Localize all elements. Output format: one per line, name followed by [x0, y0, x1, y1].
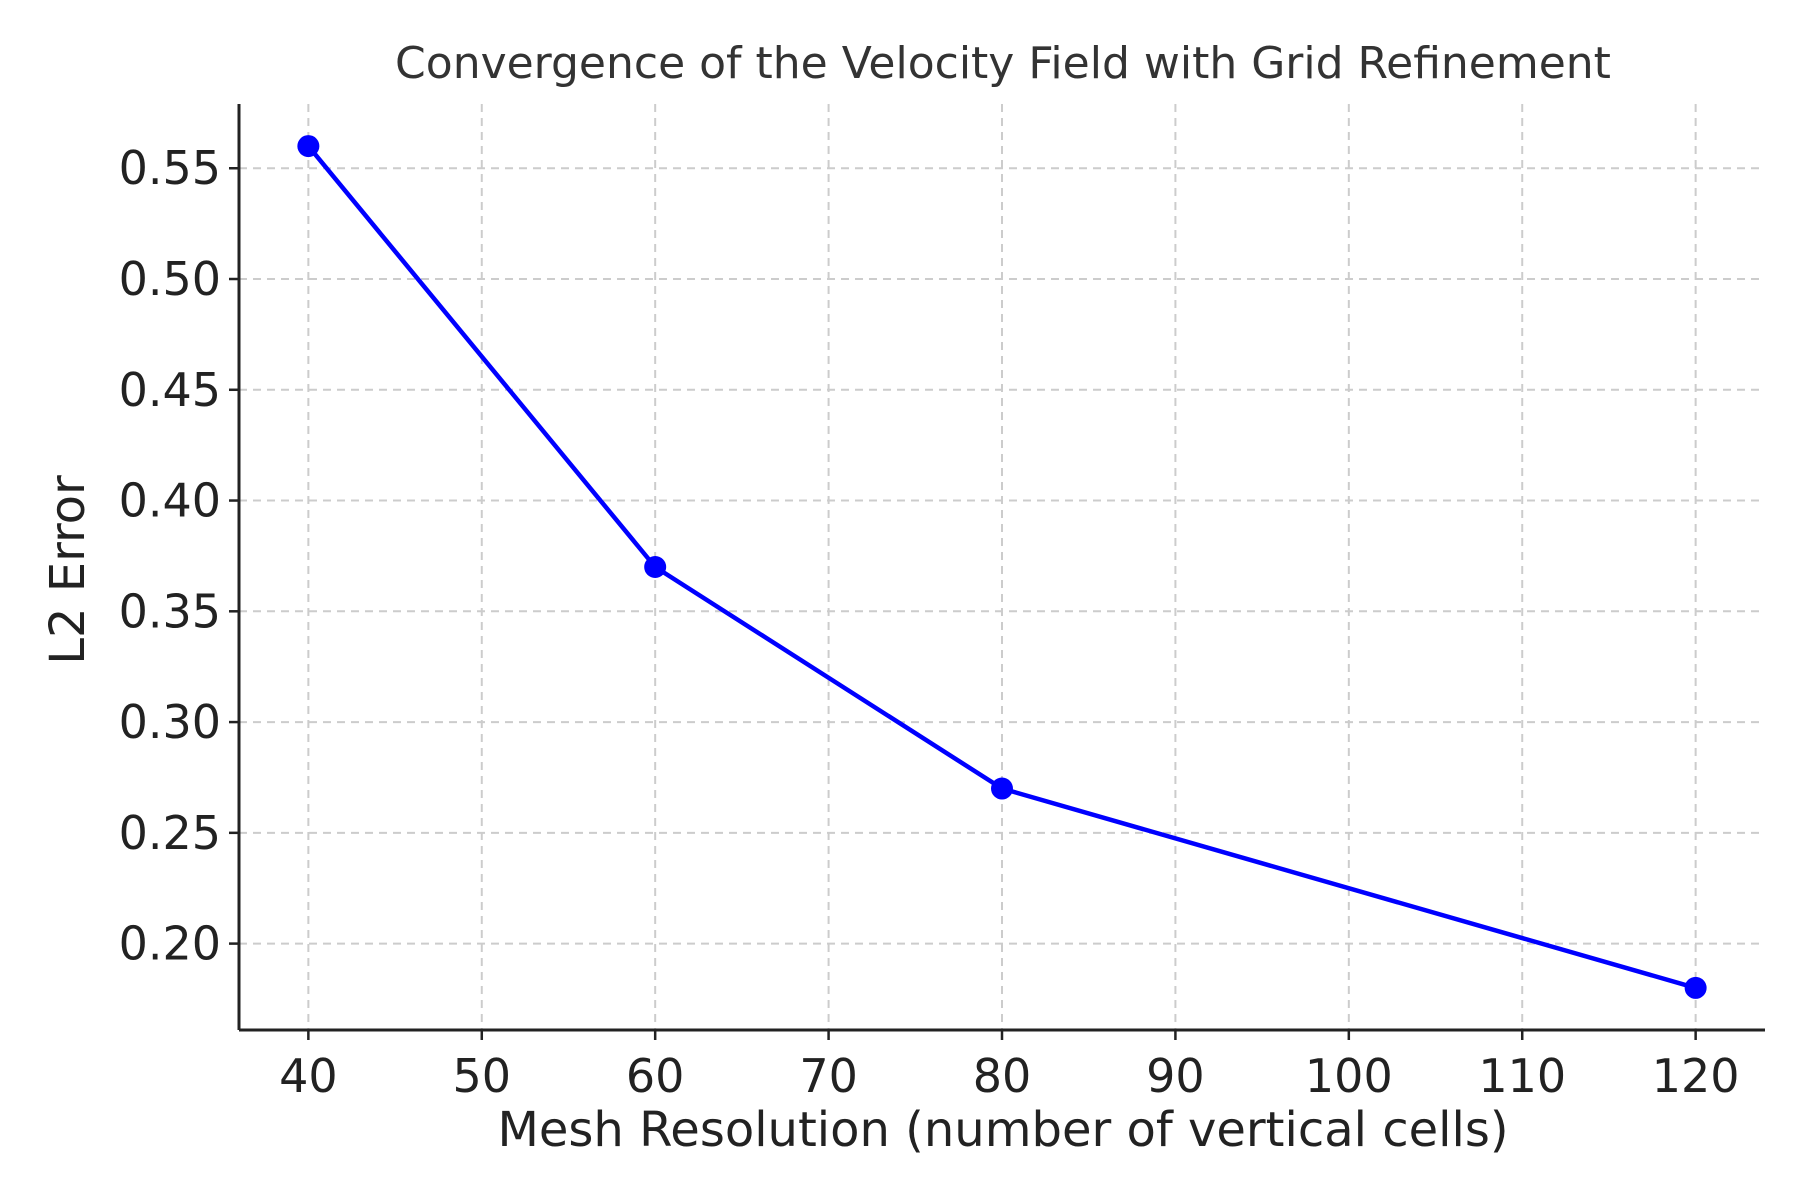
x-axis-label: Mesh Resolution (number of vertical cell…	[497, 1102, 1508, 1158]
x-tick-label: 50	[452, 1049, 511, 1103]
y-tick-label: 0.55	[119, 141, 221, 195]
data-point	[1684, 976, 1707, 999]
series	[297, 135, 1707, 999]
y-tick-label: 0.45	[119, 363, 221, 417]
y-tick-label: 0.40	[119, 474, 221, 528]
grid	[239, 104, 1765, 1030]
x-tick-label: 70	[799, 1049, 858, 1103]
x-tick-label: 60	[626, 1049, 685, 1103]
y-tick-label: 0.30	[119, 695, 221, 749]
x-tick-label: 80	[973, 1049, 1032, 1103]
x-tick-label: 120	[1652, 1049, 1740, 1103]
data-point	[644, 556, 667, 578]
chart-title: Convergence of the Velocity Field with G…	[395, 38, 1611, 89]
ticks: 40 50 60 70 80 90 100 110 120 0.20 0.25 0.30 0.35 0.4…	[119, 141, 1740, 1103]
data-point	[991, 777, 1013, 800]
series-line	[306, 143, 1698, 991]
data-point	[297, 135, 320, 158]
x-tick-label: 100	[1305, 1049, 1393, 1103]
y-tick-label: 0.20	[119, 917, 221, 971]
y-tick-label: 0.50	[119, 252, 221, 306]
y-tick-label: 0.35	[119, 584, 221, 638]
y-axis-label: L2 Error	[40, 475, 96, 665]
y-tick-label: 0.25	[119, 806, 221, 860]
x-tick-label: 110	[1478, 1049, 1566, 1103]
x-tick-label: 40	[279, 1049, 338, 1103]
x-tick-label: 90	[1146, 1049, 1205, 1103]
